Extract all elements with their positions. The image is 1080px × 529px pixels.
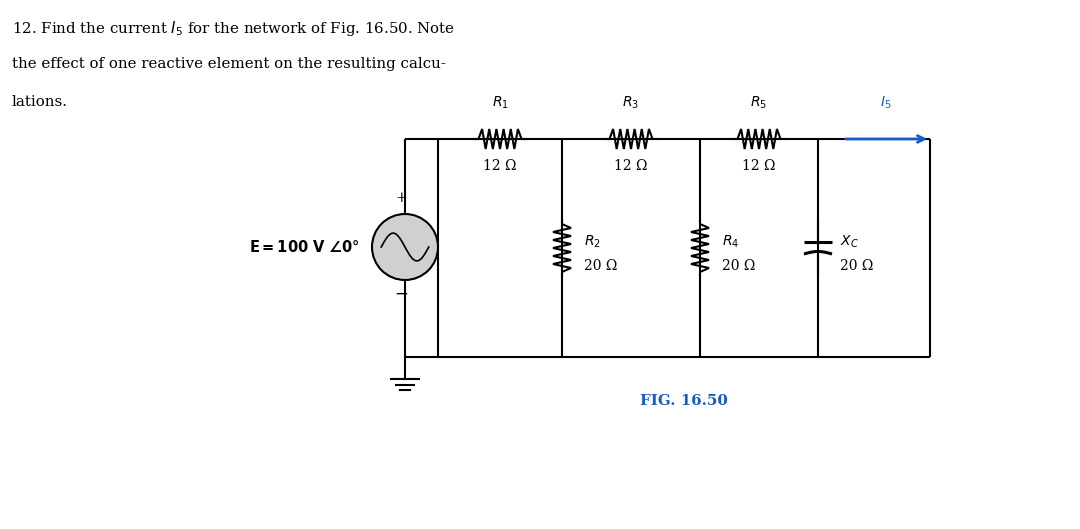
Text: 20 Ω: 20 Ω <box>723 259 755 273</box>
Text: $R_4$: $R_4$ <box>723 234 739 250</box>
Circle shape <box>372 214 438 280</box>
Text: +: + <box>395 191 407 205</box>
Text: $X_C$: $X_C$ <box>840 234 859 250</box>
Text: the effect of one reactive element on the resulting calcu-: the effect of one reactive element on th… <box>12 57 446 71</box>
Text: 12 Ω: 12 Ω <box>483 159 516 173</box>
Text: −: − <box>394 286 408 303</box>
Text: 20 Ω: 20 Ω <box>584 259 618 273</box>
Text: $R_3$: $R_3$ <box>622 95 639 111</box>
Text: 20 Ω: 20 Ω <box>840 259 874 273</box>
Text: 12 Ω: 12 Ω <box>742 159 775 173</box>
Text: $R_2$: $R_2$ <box>584 234 600 250</box>
Text: 12. Find the current $I_5$ for the network of Fig. 16.50. Note: 12. Find the current $I_5$ for the netwo… <box>12 19 455 38</box>
Text: 12 Ω: 12 Ω <box>615 159 648 173</box>
Text: lations.: lations. <box>12 95 68 109</box>
Text: $R_5$: $R_5$ <box>751 95 768 111</box>
Text: $R_1$: $R_1$ <box>491 95 509 111</box>
Text: $\mathbf{E = 100\ V\ \angle 0°}$: $\mathbf{E = 100\ V\ \angle 0°}$ <box>249 239 360 255</box>
Text: $I_5$: $I_5$ <box>880 95 892 111</box>
Text: FIG. 16.50: FIG. 16.50 <box>640 394 728 408</box>
